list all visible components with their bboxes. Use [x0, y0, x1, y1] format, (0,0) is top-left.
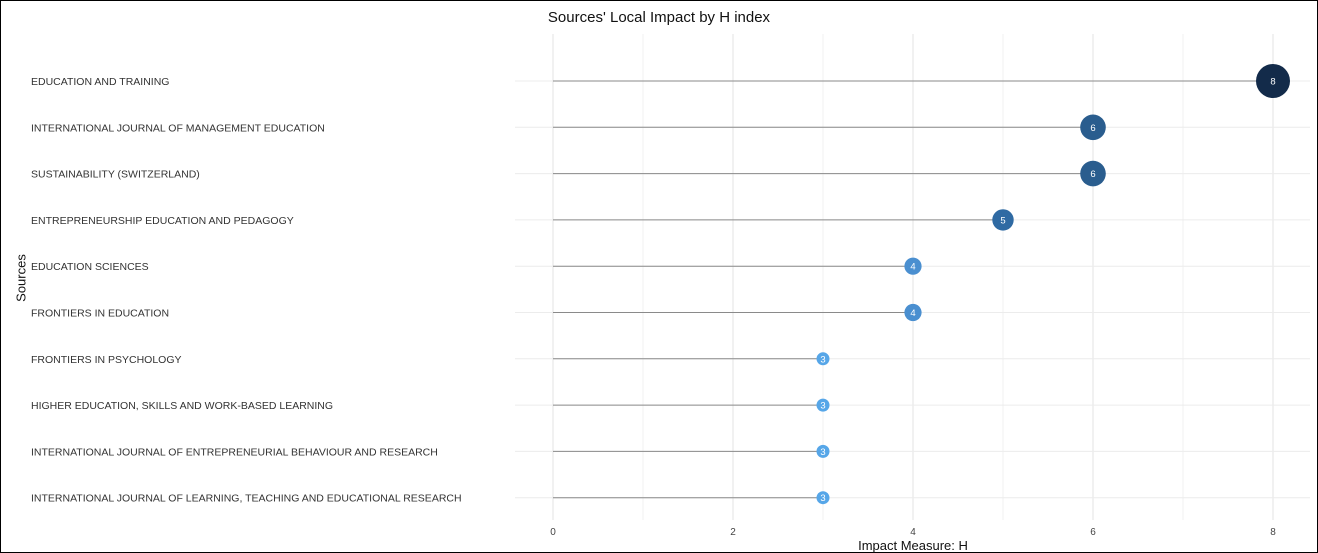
point [816, 444, 830, 458]
category-label: ENTREPRENEURSHIP EDUCATION AND PEDAGOGY [31, 215, 294, 227]
point [816, 491, 830, 505]
category-label: FRONTIERS IN PSYCHOLOGY [31, 354, 182, 366]
point [816, 398, 830, 412]
category-label: INTERNATIONAL JOURNAL OF LEARNING, TEACH… [31, 493, 462, 505]
point-label: 5 [1000, 215, 1005, 226]
x-tick-labels: 0 2 4 6 8 [550, 527, 1276, 538]
category-label: SUSTAINABILITY (SWITZERLAND) [31, 169, 200, 181]
category-labels: EDUCATION AND TRAINING INTERNATIONAL JOUR… [31, 76, 462, 505]
point-label: 4 [910, 308, 915, 319]
point [816, 352, 830, 366]
point [904, 257, 922, 275]
point [904, 303, 922, 322]
point-label: 6 [1090, 169, 1095, 180]
x-axis-label: Impact Measure: H [858, 538, 968, 553]
category-label: EDUCATION SCIENCES [31, 261, 149, 273]
category-label: HIGHER EDUCATION, SKILLS AND WORK-BASED … [31, 400, 333, 412]
category-label: EDUCATION AND TRAINING [31, 76, 169, 88]
grid-lines [515, 34, 1310, 520]
chart-title: Sources' Local Impact by H index [547, 9, 771, 26]
stems [553, 80, 1273, 499]
category-label: INTERNATIONAL JOURNAL OF MANAGEMENT EDUC… [31, 122, 325, 134]
point-label: 3 [820, 447, 825, 458]
point-label: 4 [910, 262, 915, 273]
point-label: 6 [1090, 123, 1095, 134]
point-label: 3 [820, 401, 825, 412]
point [992, 209, 1014, 231]
point [1256, 64, 1290, 98]
x-tick-label: 4 [910, 527, 916, 538]
category-label: FRONTIERS IN EDUCATION [31, 308, 169, 320]
point [1080, 160, 1106, 187]
point-label: 3 [820, 354, 825, 365]
point-label: 3 [820, 493, 825, 504]
points: 8 6 6 5 4 4 3 3 3 3 [816, 64, 1290, 505]
x-tick-label: 2 [730, 527, 736, 538]
category-label: INTERNATIONAL JOURNAL OF ENTREPRENEURIAL… [31, 446, 438, 458]
point-label: 8 [1270, 77, 1275, 88]
x-tick-label: 8 [1270, 527, 1276, 538]
x-tick-label: 0 [550, 527, 556, 538]
point [1080, 114, 1106, 141]
x-tick-label: 6 [1090, 527, 1096, 538]
